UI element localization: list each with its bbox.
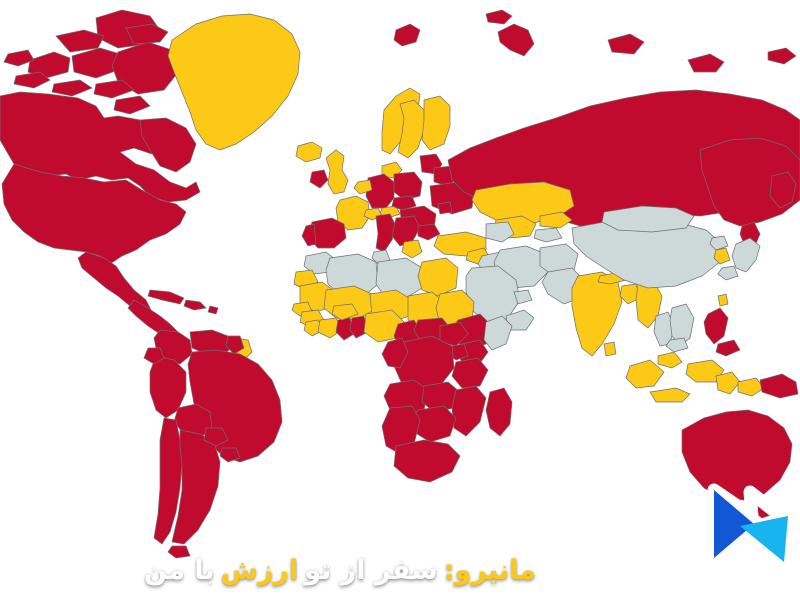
country-moldova — [437, 201, 453, 215]
country-sri-lanka — [603, 341, 617, 357]
island-devon — [125, 23, 169, 45]
country-sweden — [397, 99, 425, 159]
country-philippines-south — [715, 339, 741, 357]
island-banks — [27, 51, 71, 79]
country-italy — [375, 213, 397, 253]
country-canada-quebec — [139, 117, 197, 173]
country-germany — [365, 173, 395, 209]
region-north-atlantic[interactable] — [167, 9, 535, 163]
island-caribbean-small — [207, 305, 219, 315]
country-gabon-congo — [381, 337, 409, 369]
country-turkmenistan — [485, 221, 515, 243]
country-russia-far-east — [699, 137, 800, 227]
country-colombia — [153, 329, 193, 365]
country-mozambique — [451, 385, 487, 437]
island-wrangel — [767, 47, 797, 65]
island-novaya-zemlya — [497, 23, 535, 57]
country-libya — [375, 257, 423, 299]
country-usa-mainland — [1, 163, 187, 265]
country-indonesia-java — [649, 387, 691, 403]
island-southampton — [113, 95, 151, 115]
island-severnaya-zemlya — [607, 33, 645, 55]
country-somalia — [483, 315, 513, 351]
logo-triangle-left — [714, 490, 754, 558]
island-svalbard — [393, 23, 421, 47]
country-greenland — [167, 13, 301, 151]
country-philippines — [703, 307, 729, 345]
country-iceland — [295, 141, 323, 163]
country-portugal — [301, 223, 317, 247]
country-togo-benin — [349, 315, 369, 339]
country-tanzania — [451, 357, 489, 389]
country-burkina — [331, 303, 359, 321]
island-arctic-misc-1 — [3, 49, 35, 67]
country-ghana — [335, 317, 355, 341]
country-venezuela — [189, 329, 235, 355]
country-japan — [731, 237, 761, 273]
country-malaysia-borneo — [685, 359, 725, 383]
country-bulgaria — [417, 223, 441, 241]
country-ecuador — [143, 347, 165, 365]
country-france — [335, 195, 371, 231]
country-benelux — [353, 179, 373, 195]
island-arctic-misc-2 — [13, 71, 51, 89]
island-arctic-misc-4 — [93, 79, 135, 99]
island-franz-josef — [485, 9, 513, 25]
country-paraguay — [203, 427, 229, 447]
island-cuba — [147, 289, 185, 305]
country-bangladesh — [619, 283, 641, 305]
country-north-korea — [709, 235, 729, 251]
country-cambodia — [665, 337, 689, 353]
country-poland — [393, 171, 423, 201]
country-egypt — [417, 257, 459, 297]
island-melville — [55, 29, 105, 53]
island-kamchatka — [769, 171, 797, 209]
country-ivory-coast — [317, 317, 343, 339]
country-south-sudan — [439, 321, 469, 347]
country-papua-new-guinea — [759, 373, 799, 399]
country-japan-south — [717, 265, 739, 281]
country-finland — [421, 95, 451, 151]
region-north-america[interactable] — [0, 9, 219, 341]
country-uruguay — [219, 447, 241, 463]
country-indonesia-east — [737, 377, 765, 397]
island-hispaniola — [183, 299, 207, 311]
country-czech-slovakia — [391, 195, 417, 211]
island-tierra-del-fuego — [167, 545, 191, 559]
country-south-africa — [393, 439, 461, 483]
country-tajikistan — [533, 227, 563, 243]
region-europe[interactable] — [301, 87, 475, 259]
country-peru — [149, 355, 187, 419]
region-africa[interactable] — [291, 249, 513, 483]
country-greece — [401, 239, 423, 259]
country-ireland — [309, 169, 329, 189]
island-new-siberian — [687, 53, 725, 73]
country-mongolia — [601, 205, 695, 233]
country-malaysia — [657, 351, 683, 369]
logo-triangle-right-main — [740, 516, 788, 562]
country-south-korea — [713, 247, 731, 265]
country-united-kingdom — [325, 149, 349, 195]
country-indonesia-sumatra — [625, 359, 665, 389]
country-kyrgyzstan — [539, 211, 573, 229]
country-taiwan — [717, 293, 729, 307]
country-indonesia-sulawesi — [715, 371, 741, 395]
country-guyana-suriname — [225, 335, 245, 355]
maniro-arrow-logo[interactable] — [688, 482, 792, 566]
country-uae-qatar — [513, 289, 533, 305]
region-south-east-asia[interactable] — [571, 205, 799, 403]
country-madagascar — [485, 387, 513, 437]
island-baffin — [111, 41, 181, 95]
region-south-america[interactable] — [143, 329, 283, 559]
island-arctic-misc-3 — [51, 79, 93, 97]
country-australia — [681, 409, 793, 501]
